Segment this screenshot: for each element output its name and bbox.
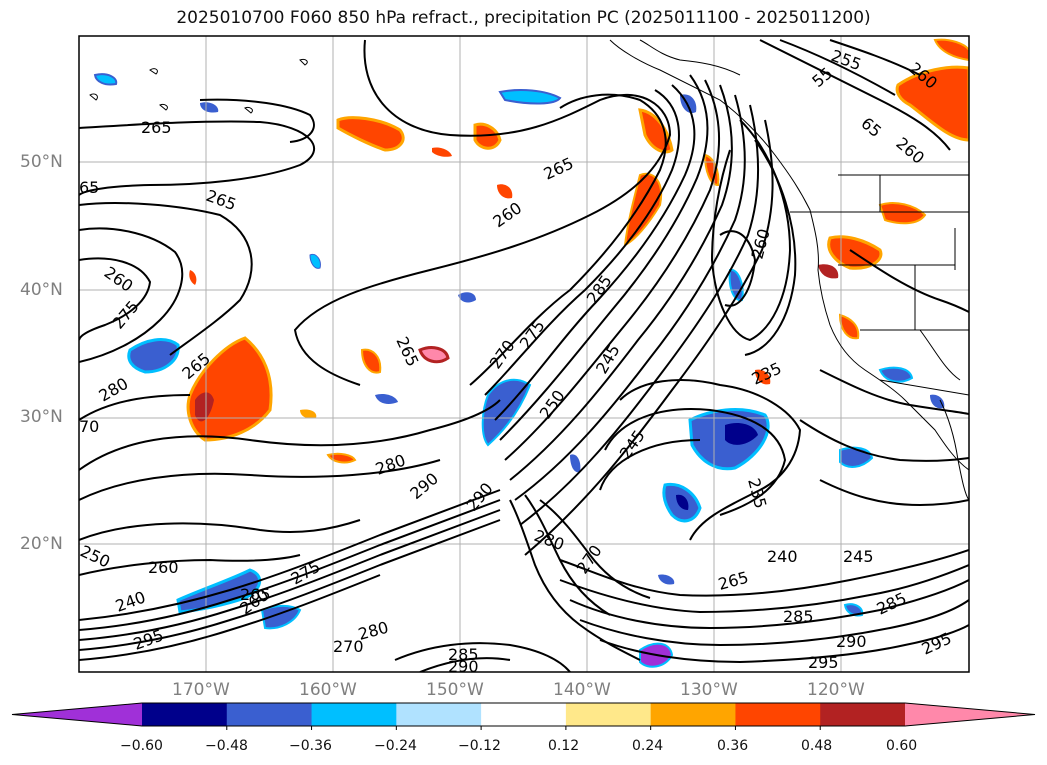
lon-label: 150°W xyxy=(426,680,484,700)
colorbar-segment xyxy=(735,703,821,726)
precip-positive-shading xyxy=(186,38,969,464)
lon-label: 140°W xyxy=(553,680,611,700)
lon-label: 160°W xyxy=(299,680,357,700)
contour-label: 290 xyxy=(448,657,479,676)
colorbar-segment xyxy=(142,703,228,726)
contour-label: 290 xyxy=(836,632,867,651)
colorbar-tick-label: 0.60 xyxy=(886,738,918,754)
contour-label: 245 xyxy=(843,547,874,566)
map-area: 265 265 65 260 275 265 280 70 260 265 26… xyxy=(79,36,969,676)
colorbar-segment xyxy=(481,703,567,726)
lat-label: 50°N xyxy=(20,152,63,172)
colorbar-tick-label: 0.48 xyxy=(801,738,833,754)
coastlines xyxy=(89,39,969,501)
colorbar-segment xyxy=(226,703,313,726)
lat-label: 30°N xyxy=(20,407,63,427)
colorbar-tick-label: 0.36 xyxy=(717,738,749,754)
contour-label: 265 xyxy=(141,118,172,137)
colorbar-tick-label: −0.48 xyxy=(205,738,248,754)
refractivity-contours xyxy=(79,39,969,672)
colorbar-tick-label: −0.36 xyxy=(289,738,332,754)
contour-label: 65 xyxy=(79,178,99,197)
contour-label: 70 xyxy=(79,417,99,436)
colorbar-tick-label: −0.60 xyxy=(120,738,163,754)
colorbar-segment xyxy=(565,703,652,726)
lat-label: 20°N xyxy=(20,534,63,554)
colorbar-extend-high xyxy=(905,703,1035,726)
contour-label: 265 xyxy=(240,585,271,604)
colorbar-tick-label: 0.12 xyxy=(548,738,580,754)
contour-label: 285 xyxy=(783,607,814,626)
lon-label: 170°W xyxy=(172,680,230,700)
colorbar-segment xyxy=(311,703,397,726)
colorbar xyxy=(11,702,1036,730)
contour-label: 285 xyxy=(448,645,479,664)
map-frame xyxy=(78,35,970,673)
lat-label: 40°N xyxy=(20,280,63,300)
colorbar-tick-label: 0.24 xyxy=(632,738,664,754)
contour-label: 260 xyxy=(148,558,179,577)
colorbar-tick-label: −0.12 xyxy=(458,738,501,754)
lon-label: 130°W xyxy=(680,680,738,700)
contour-label: 240 xyxy=(767,547,798,566)
colorbar-tick-label: −0.24 xyxy=(374,738,417,754)
colorbar-segment xyxy=(820,703,906,726)
colorbar-outline xyxy=(11,702,1036,727)
contour-label: 295 xyxy=(808,653,839,672)
colorbar-segment xyxy=(396,703,482,726)
map-title: 2025010700 F060 850 hPa refract., precip… xyxy=(176,8,871,28)
colorbar-segment xyxy=(650,703,736,726)
contour-label: 270 xyxy=(333,637,364,656)
lon-label: 120°W xyxy=(807,680,865,700)
colorbar-extend-low xyxy=(12,703,142,726)
